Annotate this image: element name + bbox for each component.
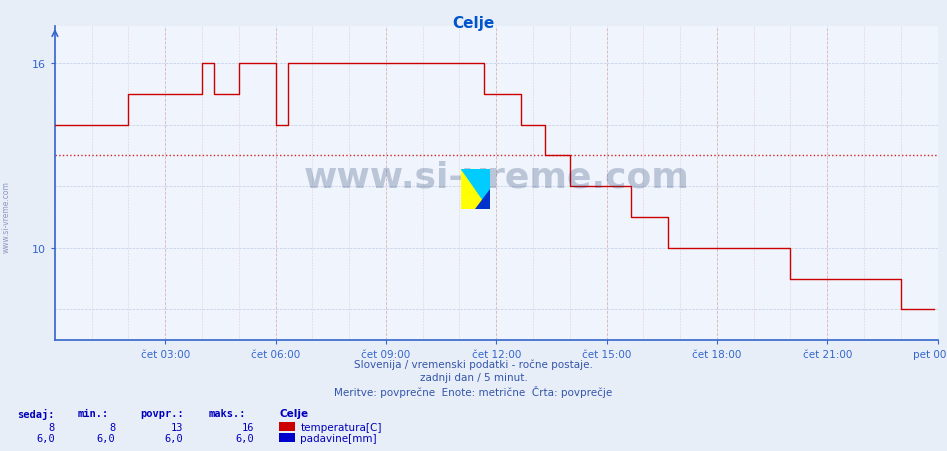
- Text: padavine[mm]: padavine[mm]: [300, 433, 377, 443]
- Text: maks.:: maks.:: [208, 408, 246, 418]
- Text: 13: 13: [170, 422, 183, 432]
- Text: Celje: Celje: [453, 16, 494, 31]
- Polygon shape: [461, 169, 490, 210]
- Text: 8: 8: [109, 422, 116, 432]
- Text: zadnji dan / 5 minut.: zadnji dan / 5 minut.: [420, 372, 527, 382]
- Text: povpr.:: povpr.:: [140, 408, 184, 418]
- Text: Celje: Celje: [279, 408, 309, 418]
- Text: min.:: min.:: [78, 408, 109, 418]
- Text: Slovenija / vremenski podatki - ročne postaje.: Slovenija / vremenski podatki - ročne po…: [354, 359, 593, 369]
- Text: 6,0: 6,0: [164, 433, 183, 443]
- Text: 16: 16: [241, 422, 254, 432]
- Polygon shape: [461, 169, 490, 210]
- Text: temperatura[C]: temperatura[C]: [300, 422, 382, 432]
- Text: 6,0: 6,0: [36, 433, 55, 443]
- Text: Meritve: povprečne  Enote: metrične  Črta: povprečje: Meritve: povprečne Enote: metrične Črta:…: [334, 386, 613, 398]
- Text: 6,0: 6,0: [235, 433, 254, 443]
- Polygon shape: [475, 189, 490, 210]
- Text: www.si-vreme.com: www.si-vreme.com: [303, 161, 689, 194]
- Text: www.si-vreme.com: www.si-vreme.com: [1, 180, 10, 253]
- Text: sedaj:: sedaj:: [17, 408, 55, 419]
- Text: 8: 8: [48, 422, 55, 432]
- Text: 6,0: 6,0: [97, 433, 116, 443]
